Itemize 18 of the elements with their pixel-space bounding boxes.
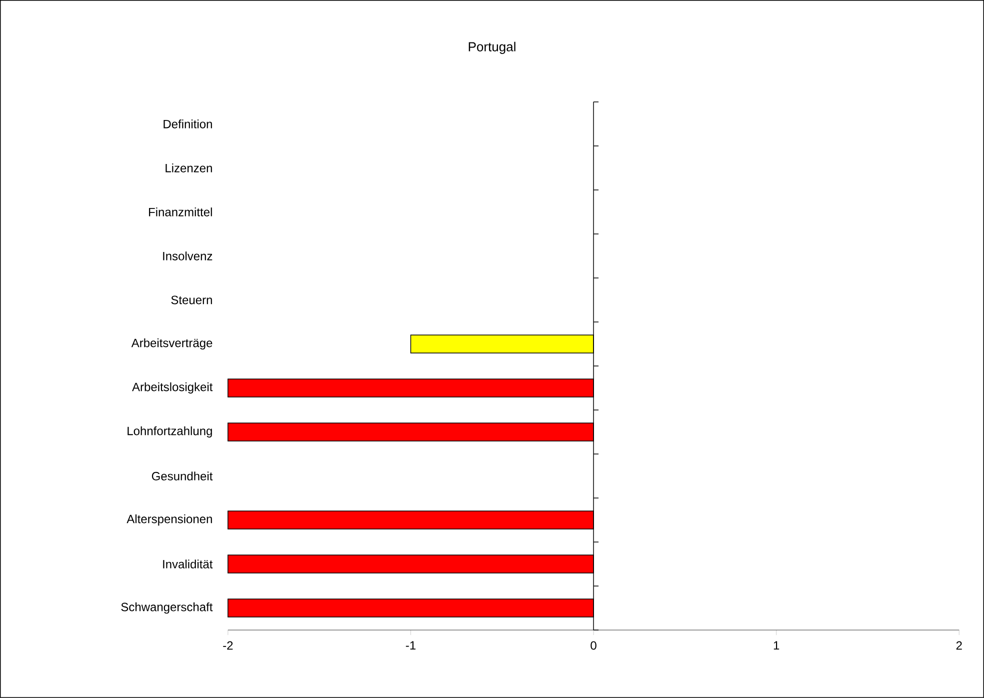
x-tick-label: 0 <box>590 641 596 650</box>
y-tick-label: Finanzmittel <box>149 208 212 216</box>
y-tick-label: Insolvenz <box>163 252 212 260</box>
x-tick-label: 2 <box>956 641 962 650</box>
y-tick-label: Arbeitslosigkeit <box>132 382 213 394</box>
y-tick-label: Schwangerschaft <box>121 602 213 614</box>
chart-title: Portugal <box>468 42 516 54</box>
y-tick-label: Gesundheit <box>152 472 213 480</box>
x-tick-label: 1 <box>774 641 780 650</box>
y-tick-label: Lizenzen <box>166 164 212 172</box>
x-tick-label: -1 <box>406 641 416 650</box>
x-tick-label: -2 <box>223 641 233 650</box>
y-tick-label: Definition <box>164 120 212 128</box>
y-tick-label: Arbeitsverträge <box>131 338 212 350</box>
y-tick-label: Lohnfortzahlung <box>128 426 212 438</box>
y-tick-label: Invalidität <box>163 560 213 568</box>
y-tick-label: Steuern <box>171 296 212 304</box>
y-tick-label: Alterspensionen <box>126 514 212 526</box>
